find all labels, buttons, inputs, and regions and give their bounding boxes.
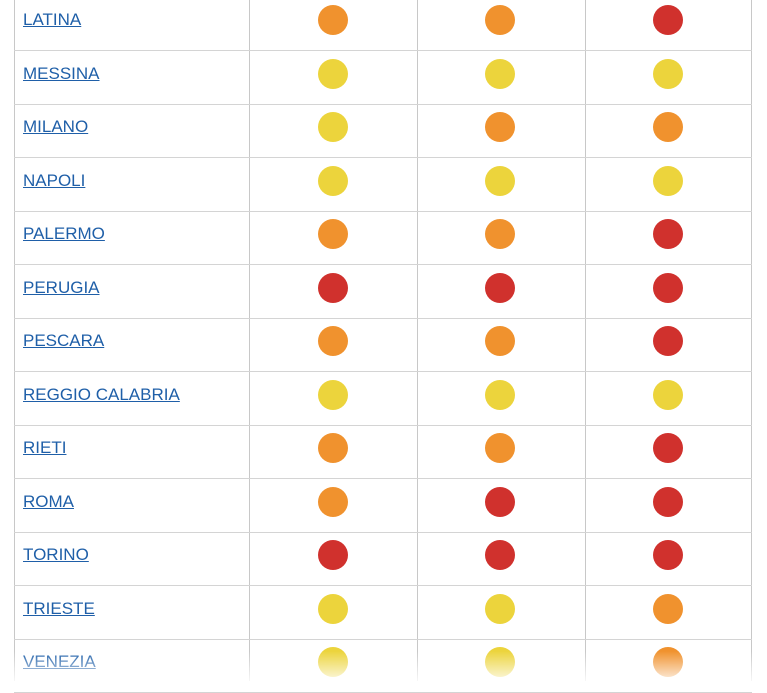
column-border xyxy=(14,0,15,681)
city-link[interactable]: REGGIO CALABRIA xyxy=(23,384,180,404)
status-dot xyxy=(485,165,515,196)
status-dot xyxy=(653,326,683,357)
row-border xyxy=(14,103,752,105)
bottom-fade xyxy=(0,651,767,681)
row-border xyxy=(14,210,752,212)
status-dot xyxy=(318,433,348,464)
column-border xyxy=(249,0,250,681)
status-dot xyxy=(318,5,348,36)
city-link[interactable]: ROMA xyxy=(23,491,74,511)
status-dot xyxy=(485,540,515,571)
status-dot xyxy=(318,379,348,410)
status-dot xyxy=(653,58,683,89)
status-dot xyxy=(485,326,515,357)
column-border xyxy=(585,0,586,681)
status-dot xyxy=(485,219,515,250)
row-border xyxy=(14,50,752,51)
status-dot xyxy=(485,112,515,143)
status-dot xyxy=(653,165,683,196)
city-link[interactable]: LATINA xyxy=(23,10,82,30)
status-dot xyxy=(653,272,683,303)
row-border xyxy=(14,638,752,640)
status-dot xyxy=(653,433,683,464)
row-border xyxy=(14,264,752,265)
status-dot xyxy=(318,165,348,196)
status-dot xyxy=(653,486,683,517)
status-dot xyxy=(318,219,348,250)
status-dot xyxy=(485,379,515,410)
status-dot xyxy=(485,272,515,303)
city-link[interactable]: TORINO xyxy=(23,545,89,565)
status-dot xyxy=(485,593,515,624)
status-dot xyxy=(653,379,683,410)
status-dot xyxy=(653,5,683,36)
status-dot xyxy=(653,593,683,624)
city-link[interactable]: MESSINA xyxy=(23,63,100,83)
row-border xyxy=(14,478,752,479)
city-link[interactable]: NAPOLI xyxy=(23,170,86,190)
row-border xyxy=(14,371,752,372)
status-dot xyxy=(485,486,515,517)
city-link[interactable]: MILANO xyxy=(23,117,89,137)
city-link[interactable]: PERUGIA xyxy=(23,277,100,297)
row-border xyxy=(14,424,752,426)
status-dot xyxy=(318,112,348,143)
status-dot xyxy=(485,58,515,89)
status-dot xyxy=(485,5,515,36)
city-link[interactable]: TRIESTE xyxy=(23,598,95,618)
status-dot xyxy=(653,219,683,250)
status-dot xyxy=(318,272,348,303)
status-dot xyxy=(318,486,348,517)
row-border xyxy=(14,317,752,319)
column-border xyxy=(751,0,752,681)
column-border xyxy=(417,0,418,681)
city-link[interactable]: RIETI xyxy=(23,438,67,458)
status-dot xyxy=(318,326,348,357)
status-dot xyxy=(485,433,515,464)
row-border xyxy=(14,157,752,158)
row-border xyxy=(14,585,752,586)
city-link[interactable]: PALERMO xyxy=(23,224,105,244)
status-dot xyxy=(318,540,348,571)
row-border xyxy=(14,531,752,533)
city-link[interactable]: PESCARA xyxy=(23,331,105,351)
status-dot xyxy=(318,593,348,624)
status-dot xyxy=(653,112,683,143)
status-dot xyxy=(653,540,683,571)
status-dot xyxy=(318,58,348,89)
